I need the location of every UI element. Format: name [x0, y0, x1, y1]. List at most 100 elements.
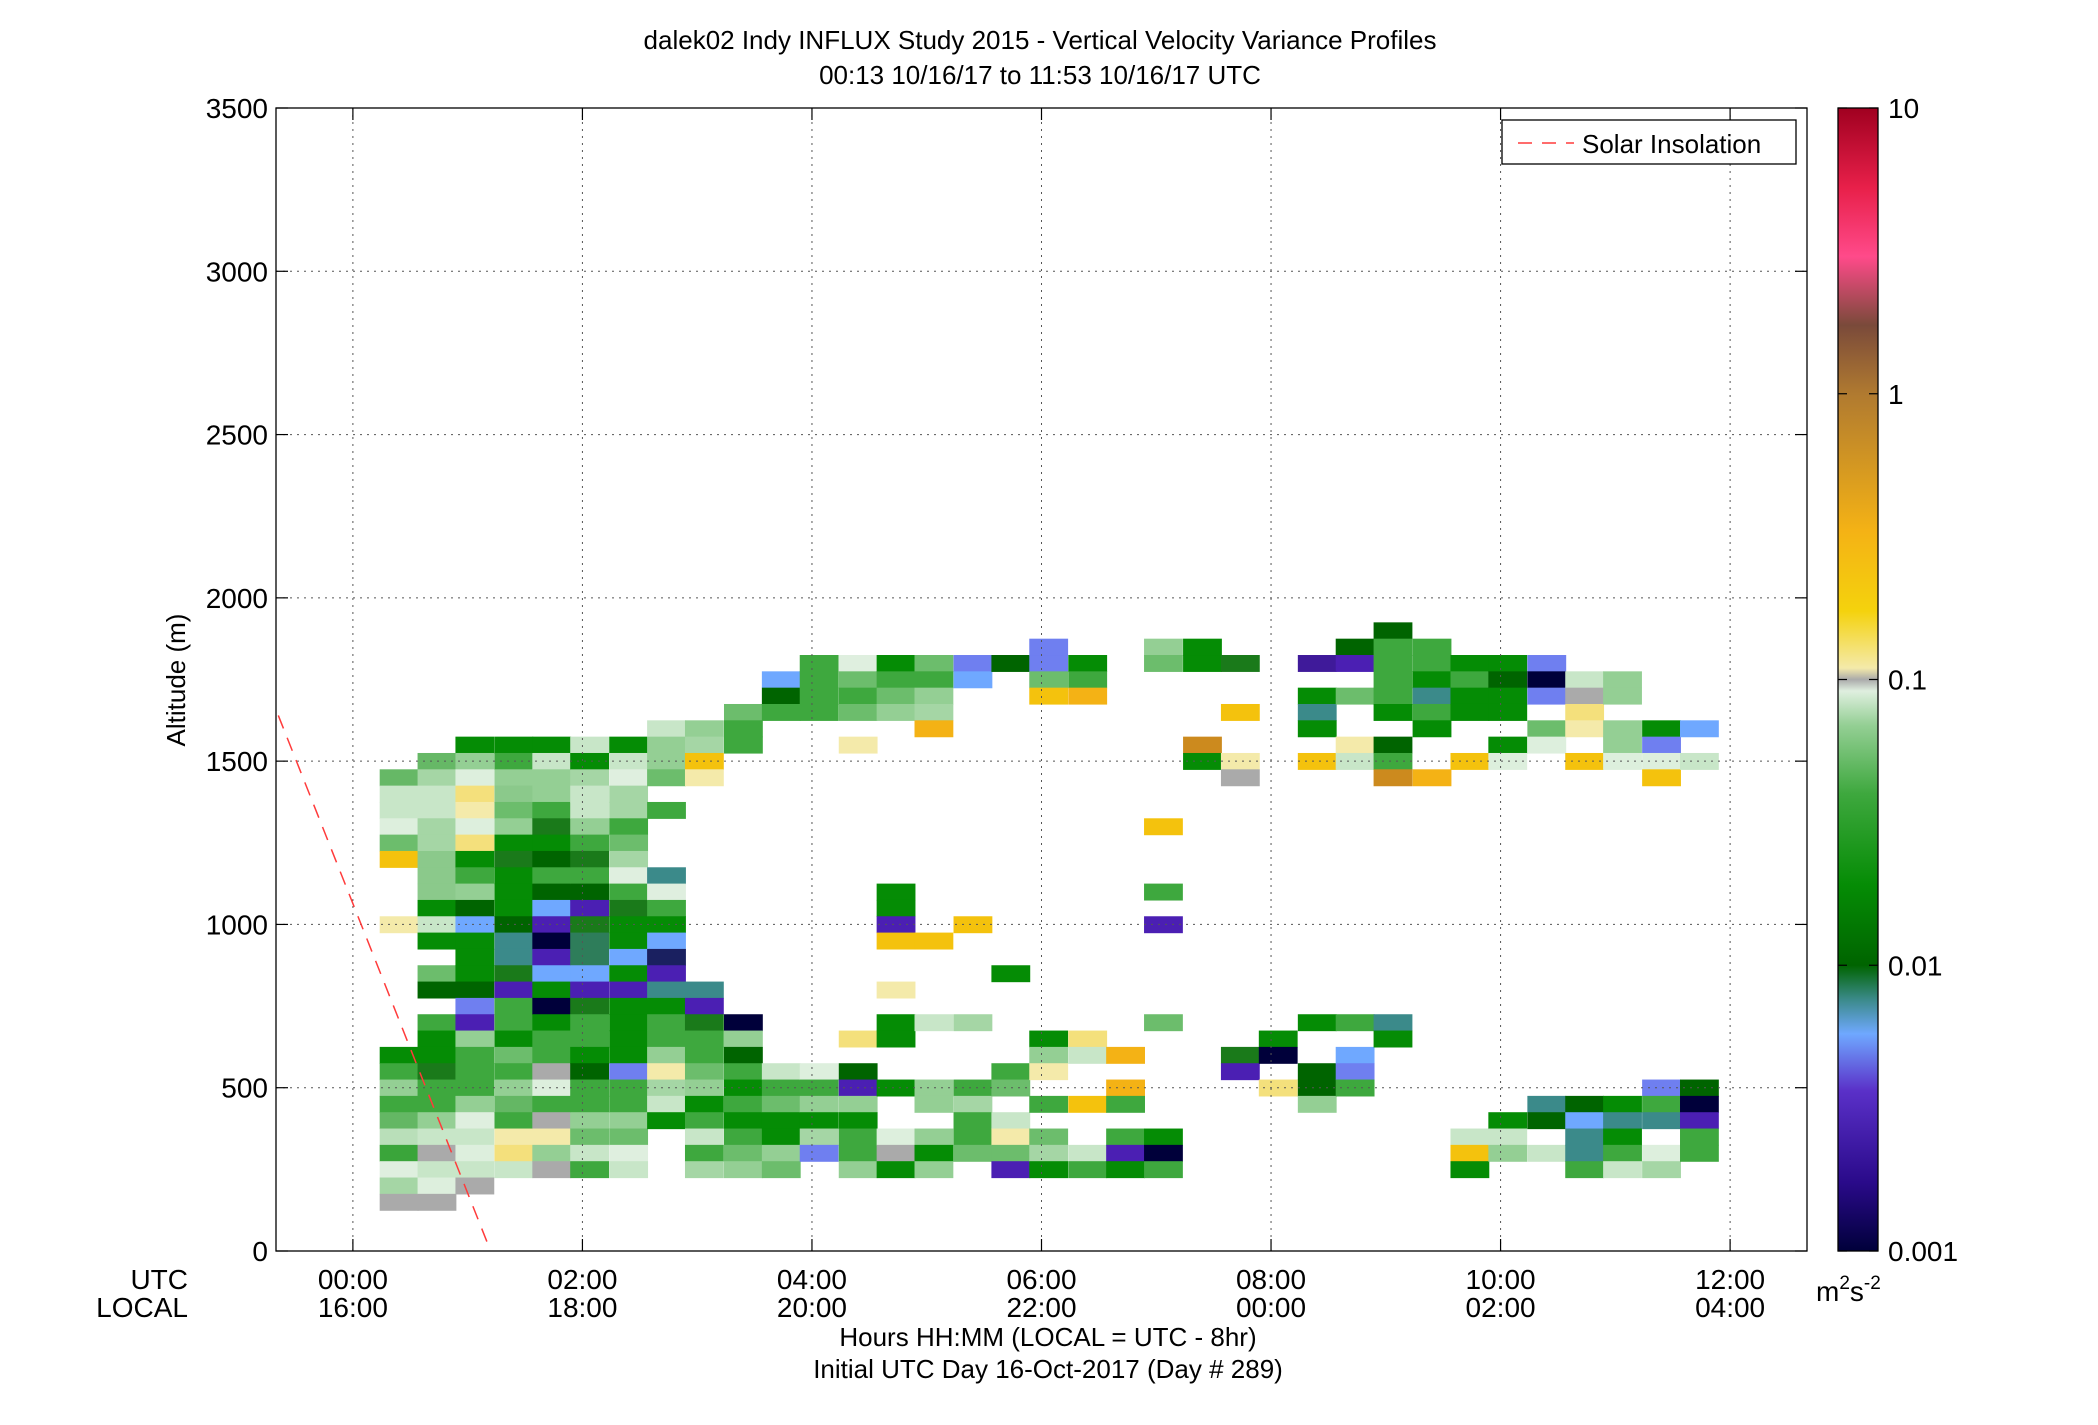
- heatmap-cell: [914, 687, 954, 705]
- heatmap-cell: [1144, 916, 1183, 934]
- heatmap-cell: [1642, 752, 1681, 770]
- heatmap-cell: [494, 1128, 534, 1146]
- heatmap-cell: [494, 899, 534, 917]
- heatmap-cell: [799, 671, 839, 689]
- heatmap-cell: [647, 752, 686, 770]
- heatmap-cell: [1220, 1063, 1260, 1081]
- x-tick-label-local: 02:00: [1466, 1292, 1536, 1323]
- heatmap-cell: [647, 1014, 686, 1032]
- heatmap-cell: [494, 948, 534, 966]
- heatmap-cell: [876, 671, 916, 689]
- heatmap-cell: [647, 1063, 686, 1081]
- heatmap-cell: [532, 1079, 572, 1097]
- heatmap-cell: [455, 867, 495, 885]
- heatmap-cell: [570, 1046, 610, 1064]
- heatmap-cell: [455, 785, 495, 803]
- heatmap-cell: [532, 1128, 572, 1146]
- heatmap-cell: [1565, 703, 1605, 721]
- heatmap-cell: [494, 867, 534, 885]
- heatmap-cell: [684, 1144, 724, 1162]
- heatmap-cell: [953, 655, 993, 672]
- heatmap-cell: [532, 883, 572, 901]
- heatmap-cell: [379, 1177, 419, 1195]
- heatmap-cell: [532, 899, 572, 917]
- heatmap-cell: [1527, 1144, 1567, 1162]
- heatmap-cell: [1488, 1112, 1528, 1130]
- heatmap-cell: [532, 1112, 572, 1130]
- heatmap-cell: [494, 736, 534, 754]
- heatmap-cell: [1297, 687, 1337, 705]
- heatmap-cell: [838, 671, 878, 689]
- heatmap-cell: [455, 736, 495, 754]
- heatmap-cell: [609, 834, 649, 852]
- heatmap-cell: [455, 1030, 495, 1048]
- heatmap-cell: [1297, 1063, 1337, 1081]
- heatmap-cell: [417, 899, 457, 917]
- heatmap-cell: [1488, 1128, 1528, 1146]
- heatmap-cell: [417, 883, 457, 901]
- heatmap-cell: [1106, 1046, 1145, 1064]
- heatmap-cell: [761, 1112, 801, 1130]
- heatmap-cell: [647, 769, 686, 787]
- heatmap-cell: [761, 687, 801, 705]
- heatmap-cell: [1680, 720, 1719, 738]
- heatmap-cell: [417, 916, 457, 934]
- heatmap-cell: [570, 769, 610, 787]
- heatmap-cell: [532, 769, 572, 787]
- heatmap-cell: [1642, 1144, 1681, 1162]
- heatmap-cell: [379, 1161, 419, 1179]
- heatmap-cell: [570, 981, 610, 999]
- heatmap-cell: [1106, 1079, 1145, 1097]
- heatmap-cell: [1680, 1095, 1719, 1113]
- heatmap-cell: [1642, 736, 1681, 754]
- heatmap-cell: [647, 801, 686, 819]
- heatmap-cell: [1450, 703, 1490, 721]
- heatmap-cell: [953, 916, 993, 934]
- heatmap-cell: [417, 1014, 457, 1032]
- x-tick-label-utc: 02:00: [547, 1264, 617, 1295]
- heatmap-cell: [1373, 752, 1413, 770]
- heatmap-cell: [1527, 655, 1567, 672]
- heatmap-cell: [455, 948, 495, 966]
- heatmap-cell: [953, 1128, 993, 1146]
- heatmap-cell: [417, 867, 457, 885]
- heatmap-cell: [379, 1193, 419, 1211]
- heatmap-cell: [684, 1161, 724, 1179]
- heatmap-cell: [570, 801, 610, 819]
- heatmap-cell: [991, 655, 1031, 672]
- colorbar-tick-label: 1: [1888, 379, 1904, 410]
- heatmap-cell: [570, 883, 610, 901]
- heatmap-cell: [455, 1161, 495, 1179]
- heatmap-cell: [723, 1014, 763, 1032]
- heatmap-cell: [1450, 752, 1490, 770]
- heatmap-cell: [1068, 1030, 1108, 1048]
- heatmap-cell: [1680, 1079, 1719, 1097]
- heatmap-cell: [876, 981, 916, 999]
- chart-subtitle: 00:13 10/16/17 to 11:53 10/16/17 UTC: [819, 60, 1261, 90]
- heatmap-cell: [684, 1063, 724, 1081]
- heatmap-cell: [379, 769, 419, 787]
- heatmap-cell: [1603, 1112, 1642, 1130]
- heatmap-cell: [1412, 638, 1452, 656]
- heatmap-cell: [1373, 622, 1413, 640]
- heatmap-cell: [1450, 671, 1490, 689]
- heatmap-cell: [1068, 1046, 1108, 1064]
- heatmap-cell: [684, 1095, 724, 1113]
- heatmap-cell: [417, 1144, 457, 1162]
- heatmap-cell: [723, 703, 763, 721]
- heatmap-cell: [991, 1161, 1031, 1179]
- heatmap-cell: [417, 1112, 457, 1130]
- heatmap-cell: [455, 1128, 495, 1146]
- heatmap-cell: [570, 1095, 610, 1113]
- x-tick-label-local: 16:00: [318, 1292, 388, 1323]
- heatmap-cell: [1068, 1144, 1108, 1162]
- solar-insolation-line: [277, 715, 492, 1251]
- heatmap-cell: [455, 818, 495, 836]
- heatmap-cell: [1220, 703, 1260, 721]
- heatmap-cell: [1565, 1095, 1605, 1113]
- heatmap-cell: [1488, 703, 1528, 721]
- heatmap-cell: [532, 1014, 572, 1032]
- x-tick-label-local: 20:00: [777, 1292, 847, 1323]
- heatmap-cell: [1565, 752, 1605, 770]
- x-axis-label: Hours HH:MM (LOCAL = UTC - 8hr): [839, 1322, 1256, 1352]
